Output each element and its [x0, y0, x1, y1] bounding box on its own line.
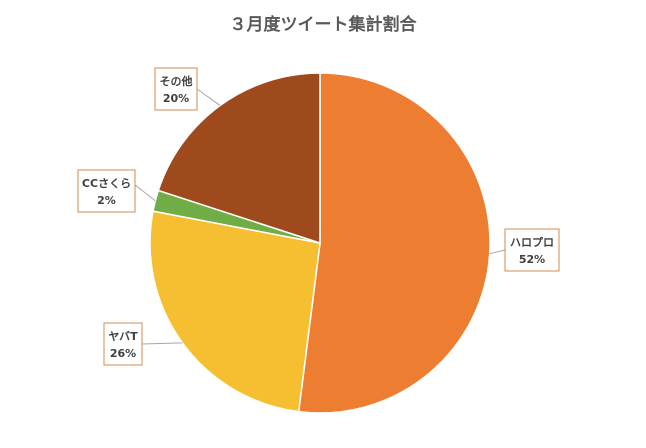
pie-slice-2 — [149, 210, 321, 413]
leader-line-2 — [141, 342, 183, 345]
data-label-box-2 — [103, 322, 143, 366]
leader-line-4 — [196, 88, 221, 106]
data-label-value-4: 20% — [163, 92, 189, 105]
data-label-value-3: 2% — [97, 194, 116, 207]
data-label-value-1: 52% — [519, 253, 545, 266]
data-label-category-3: CCさくら — [82, 177, 131, 190]
data-label-category-2: ヤバT — [108, 330, 138, 343]
leader-line-1 — [489, 249, 506, 255]
leader-line-3 — [134, 184, 156, 202]
pie-slice-1 — [297, 72, 491, 414]
data-label-category-4: その他 — [160, 74, 193, 88]
data-label-box-1 — [504, 228, 560, 272]
chart-title: ３月度ツイート集計割合 — [229, 15, 417, 35]
data-label-box-4 — [154, 67, 198, 111]
data-label-box-3 — [77, 169, 136, 213]
data-label-value-2: 26% — [110, 347, 136, 360]
data-label-category-1: ハロプロ — [510, 235, 554, 249]
